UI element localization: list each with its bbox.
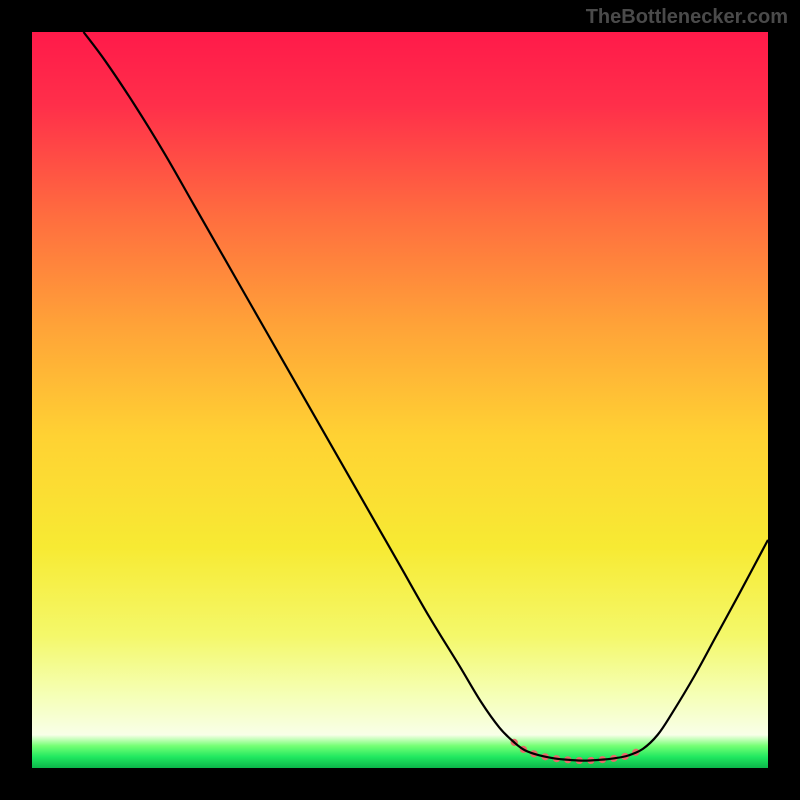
plot-area [32, 32, 768, 768]
watermark-text: TheBottlenecker.com [586, 6, 788, 29]
chart-curves [32, 32, 768, 768]
bottleneck-curve [84, 32, 768, 761]
optimal-range-marker [514, 742, 643, 760]
